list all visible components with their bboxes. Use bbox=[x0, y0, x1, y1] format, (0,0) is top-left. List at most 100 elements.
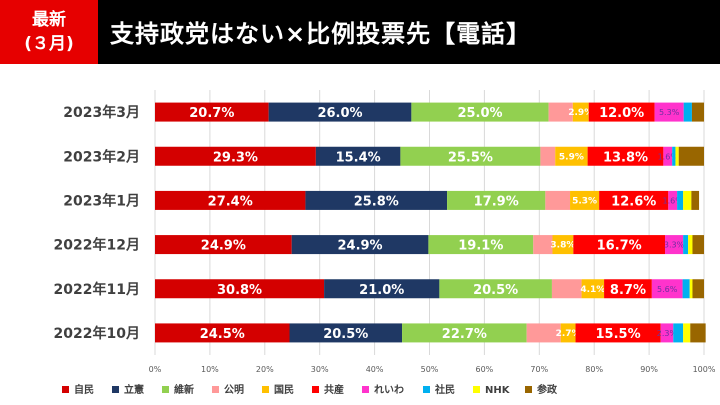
bar-segment-参政 bbox=[692, 279, 704, 299]
header-bar bbox=[0, 0, 720, 64]
bar-segment-参政 bbox=[692, 235, 704, 255]
data-label: 5.3% bbox=[659, 108, 680, 117]
x-tick-label: 50% bbox=[421, 365, 439, 374]
bar-segment-自民 bbox=[155, 102, 269, 122]
bar-segment-国民 bbox=[552, 235, 574, 255]
bar-segment-立憲 bbox=[315, 146, 401, 166]
bar-segment-維新 bbox=[400, 146, 541, 166]
data-label: 20.5% bbox=[323, 327, 368, 342]
page-title: 支持政党はない×比例投票先【電話】 bbox=[110, 20, 532, 48]
data-label: 5.9% bbox=[559, 152, 584, 162]
data-label: 8.7% bbox=[610, 283, 646, 298]
data-label: 24.5% bbox=[200, 327, 245, 342]
data-label: 17.9% bbox=[474, 194, 519, 209]
bar-segment-社民 bbox=[682, 279, 690, 299]
bar-segment-自民 bbox=[155, 146, 316, 166]
x-tick-label: 30% bbox=[311, 365, 329, 374]
legend-swatch bbox=[525, 386, 532, 393]
data-label: 16.7% bbox=[597, 239, 642, 254]
legend-label: 立憲 bbox=[124, 383, 144, 396]
bar-segment-自民 bbox=[155, 235, 292, 255]
bar-segment-NHK bbox=[689, 279, 693, 299]
legend-label: 自民 bbox=[74, 383, 94, 396]
data-label: 2.9% bbox=[568, 108, 593, 118]
bar-segment-NHK bbox=[683, 323, 691, 343]
data-label: 2.3% bbox=[657, 329, 678, 338]
x-tick-label: 10% bbox=[201, 365, 219, 374]
data-label: 27.4% bbox=[208, 194, 253, 209]
bar-segment-立憲 bbox=[289, 323, 403, 343]
bar-segment-共産 bbox=[575, 323, 661, 343]
legend-swatch bbox=[423, 386, 430, 393]
data-label: 5.6% bbox=[657, 285, 678, 294]
x-tick-label: 80% bbox=[585, 365, 603, 374]
data-label: 2.7% bbox=[556, 329, 581, 339]
bar-segment-社民 bbox=[673, 323, 684, 343]
bar-segment-国民 bbox=[560, 323, 576, 343]
bar-segment-NHK bbox=[688, 235, 693, 255]
data-label: 13.8% bbox=[603, 150, 648, 165]
legend-swatch bbox=[473, 386, 480, 393]
bar-segment-国民 bbox=[570, 190, 600, 210]
data-label: 25.5% bbox=[448, 150, 493, 165]
data-label: 29.3% bbox=[213, 150, 258, 165]
bar-segment-共産 bbox=[588, 102, 655, 122]
data-label: 24.9% bbox=[337, 239, 382, 254]
data-label: 3.8% bbox=[550, 241, 575, 251]
legend-label: 国民 bbox=[274, 384, 294, 396]
bar-segment-共産 bbox=[604, 279, 652, 299]
bar-segment-れいわ bbox=[654, 102, 684, 122]
data-label: 25.0% bbox=[457, 106, 502, 121]
bar-segment-公明 bbox=[551, 279, 582, 299]
latest-badge: 最新 (３月) bbox=[0, 0, 98, 64]
data-label: 20.5% bbox=[473, 283, 518, 298]
bar-segment-参政 bbox=[678, 146, 704, 166]
bar-segment-共産 bbox=[599, 190, 669, 210]
legend-label: 共産 bbox=[324, 383, 344, 396]
bar-segment-NHK bbox=[683, 190, 692, 210]
bar-segment-社民 bbox=[677, 190, 684, 210]
x-tick-label: 20% bbox=[256, 365, 274, 374]
bar-segment-維新 bbox=[447, 190, 546, 210]
data-label: 20.7% bbox=[189, 106, 234, 121]
category-label: 2023年1月 bbox=[63, 192, 140, 209]
bar-segment-参政 bbox=[691, 102, 704, 122]
bar-segment-参政 bbox=[691, 190, 700, 210]
category-label: 2023年3月 bbox=[63, 104, 140, 121]
legend-label: 参政 bbox=[537, 383, 558, 396]
bar-segment-自民 bbox=[155, 190, 306, 210]
bar-segment-自民 bbox=[155, 323, 290, 343]
category-label: 2022年10月 bbox=[54, 325, 140, 342]
legend-label: れいわ bbox=[374, 384, 404, 396]
data-label: 4.1% bbox=[580, 285, 605, 295]
bar-segment-立憲 bbox=[291, 235, 429, 255]
bar-segment-れいわ bbox=[663, 146, 673, 166]
bar-segment-れいわ bbox=[665, 235, 684, 255]
bar-segment-国民 bbox=[555, 146, 588, 166]
legend-swatch bbox=[162, 386, 169, 393]
legend-swatch bbox=[212, 386, 219, 393]
x-tick-label: 40% bbox=[366, 365, 384, 374]
badge-line2: (３月) bbox=[24, 34, 74, 54]
bar-segment-共産 bbox=[587, 146, 664, 166]
bar-segment-公明 bbox=[526, 323, 561, 343]
x-tick-label: 0% bbox=[149, 365, 162, 374]
category-label: 2023年2月 bbox=[63, 148, 140, 165]
bar-segment-維新 bbox=[411, 102, 549, 122]
bar-segment-維新 bbox=[428, 235, 534, 255]
data-label: 22.7% bbox=[442, 327, 487, 342]
bar-segment-社民 bbox=[683, 235, 689, 255]
bar-segment-社民 bbox=[672, 146, 676, 166]
legend-swatch bbox=[62, 386, 69, 393]
data-label: 1.6% bbox=[658, 152, 679, 161]
bar-segment-公明 bbox=[540, 146, 556, 166]
legend-swatch bbox=[112, 386, 119, 393]
x-tick-label: 90% bbox=[640, 365, 658, 374]
bar-segment-維新 bbox=[439, 279, 552, 299]
badge-line1: 最新 bbox=[32, 10, 66, 30]
bar-segment-公明 bbox=[533, 235, 553, 255]
bar-segment-共産 bbox=[573, 235, 666, 255]
data-label: 12.6% bbox=[611, 194, 656, 209]
bar-segment-維新 bbox=[402, 323, 527, 343]
